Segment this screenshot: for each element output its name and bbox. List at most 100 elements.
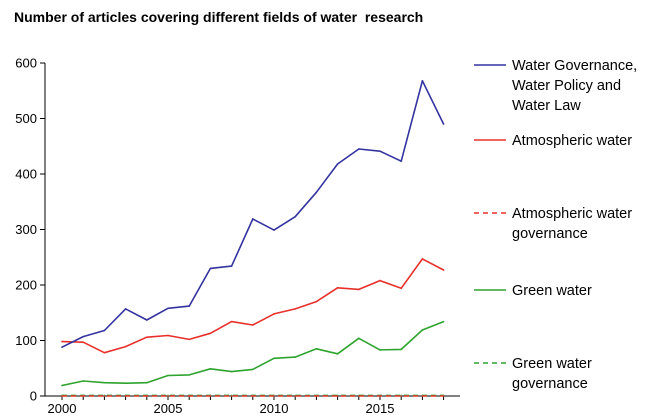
data-point bbox=[336, 163, 339, 165]
data-point bbox=[188, 374, 190, 376]
data-point bbox=[442, 395, 445, 397]
data-point bbox=[188, 305, 190, 307]
data-point bbox=[379, 349, 381, 351]
data-point bbox=[336, 395, 339, 397]
data-point bbox=[358, 337, 360, 340]
data-point bbox=[421, 258, 424, 260]
data-point bbox=[146, 395, 148, 397]
x-tick-label: 2010 bbox=[260, 401, 289, 416]
legend-label: Atmospheric water bbox=[512, 206, 632, 222]
data-point bbox=[61, 395, 63, 397]
data-point bbox=[230, 370, 233, 373]
data-point bbox=[188, 338, 190, 341]
data-point bbox=[167, 334, 169, 337]
legend-entry: Atmospheric water governance bbox=[474, 206, 632, 242]
data-point bbox=[252, 218, 254, 220]
y-tick-label: 400 bbox=[15, 167, 37, 182]
y-tick-label: 300 bbox=[15, 222, 37, 237]
series-line bbox=[61, 258, 444, 354]
data-point bbox=[82, 341, 84, 343]
chart-title: Number of articles covering different fi… bbox=[14, 9, 423, 25]
data-point bbox=[188, 395, 190, 397]
data-point bbox=[273, 395, 275, 397]
data-point bbox=[421, 79, 424, 82]
data-point bbox=[252, 324, 254, 326]
data-point bbox=[252, 395, 254, 397]
data-point bbox=[124, 382, 127, 385]
series-atmospheric-water bbox=[61, 258, 445, 354]
series-line bbox=[61, 320, 444, 387]
legend-entry: Atmospheric water bbox=[474, 133, 632, 149]
legend-label: Green water bbox=[512, 356, 592, 372]
data-point bbox=[167, 395, 169, 397]
data-point bbox=[61, 384, 63, 387]
data-point bbox=[230, 320, 233, 323]
data-point bbox=[124, 395, 127, 397]
legend-label: Water Policy and bbox=[512, 78, 621, 94]
legend-label: Water Governance, bbox=[512, 58, 637, 74]
data-point bbox=[82, 395, 84, 397]
y-tick-label: 500 bbox=[15, 111, 37, 126]
x-tick-label: 2000 bbox=[48, 401, 77, 416]
data-point bbox=[442, 269, 445, 271]
series-water-governance-water-policy-and-water-law bbox=[61, 79, 445, 348]
data-point bbox=[103, 351, 106, 354]
data-point bbox=[167, 374, 169, 377]
data-point bbox=[124, 345, 127, 348]
data-point bbox=[379, 395, 381, 397]
data-point bbox=[230, 395, 233, 397]
data-point bbox=[252, 368, 254, 371]
data-point bbox=[358, 288, 360, 291]
data-point bbox=[442, 320, 445, 323]
data-point bbox=[400, 160, 403, 163]
series-line bbox=[61, 80, 445, 348]
legend-label: governance bbox=[512, 376, 588, 392]
data-point bbox=[103, 395, 106, 397]
data-point bbox=[421, 329, 424, 331]
data-point bbox=[379, 150, 381, 153]
y-tick-label: 0 bbox=[30, 389, 37, 404]
data-point bbox=[336, 286, 339, 289]
data-point bbox=[146, 319, 148, 321]
data-point bbox=[273, 357, 275, 360]
data-point bbox=[82, 380, 84, 382]
data-point bbox=[61, 340, 63, 343]
data-point bbox=[273, 313, 275, 315]
data-point bbox=[209, 332, 212, 335]
legend-entry: Green water bbox=[474, 283, 592, 299]
data-point bbox=[400, 287, 403, 290]
data-point bbox=[103, 329, 106, 332]
x-tick-label: 2005 bbox=[154, 401, 183, 416]
series-lines bbox=[61, 79, 445, 397]
data-point bbox=[294, 356, 297, 358]
data-point bbox=[146, 381, 148, 384]
legend-label: governance bbox=[512, 226, 588, 242]
data-point bbox=[400, 395, 403, 397]
legend-label: Green water bbox=[512, 283, 592, 299]
data-point bbox=[209, 395, 212, 397]
legend-entry: Green water governance bbox=[474, 356, 592, 392]
x-tick-label: 2015 bbox=[366, 401, 395, 416]
series-green-water bbox=[61, 320, 445, 387]
legend-label: Atmospheric water bbox=[512, 133, 632, 149]
series-atmospheric-water-governance bbox=[61, 395, 445, 397]
data-point bbox=[421, 395, 424, 397]
data-point bbox=[358, 148, 360, 150]
data-point bbox=[230, 265, 233, 267]
y-tick-label: 100 bbox=[15, 333, 37, 348]
data-point bbox=[336, 353, 339, 355]
legend-entry: Water Governance, Water Policy and Water L… bbox=[474, 58, 637, 114]
data-point bbox=[167, 307, 169, 310]
axes: 0 100 200 300 400 500 600 2000 2005 2010 2015 bbox=[15, 56, 460, 416]
data-point bbox=[82, 335, 84, 338]
data-point bbox=[103, 381, 106, 384]
data-point bbox=[315, 191, 318, 194]
data-point bbox=[315, 300, 318, 303]
y-tick-label: 200 bbox=[15, 278, 37, 293]
data-point bbox=[294, 308, 297, 310]
data-point bbox=[379, 279, 381, 282]
data-point bbox=[315, 348, 318, 350]
legend-label: Water Law bbox=[512, 98, 581, 114]
data-point bbox=[294, 395, 297, 397]
